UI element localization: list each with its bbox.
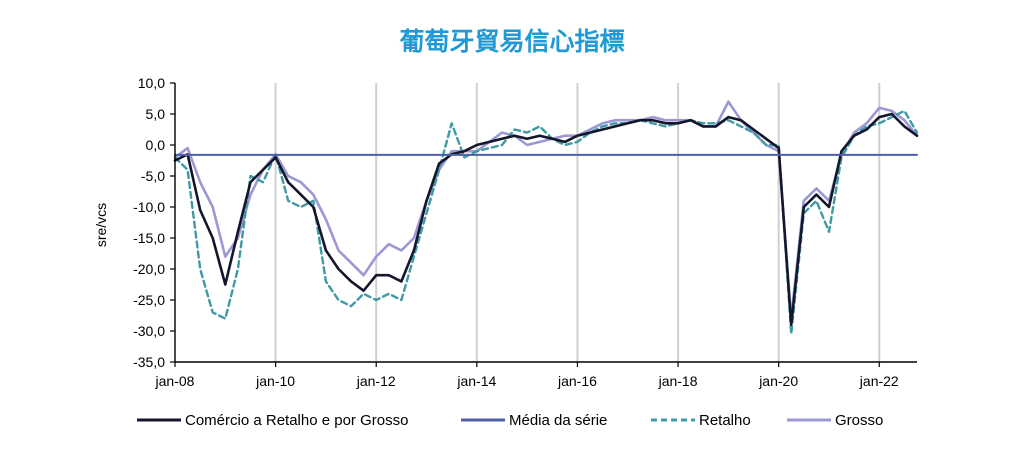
y-tick-label: 5,0 [146, 106, 166, 122]
legend: Comércio a Retalho e por Grosso Média da … [137, 412, 883, 429]
x-tick-label: jan-20 [758, 373, 798, 389]
series-line-retalho [173, 109, 919, 336]
y-tick-label: -10,0 [133, 199, 165, 215]
y-tick-label: -25,0 [133, 292, 165, 308]
series-line-com-rcio-a-retalho-e-por-grosso [173, 112, 919, 327]
y-tick-label: -20,0 [133, 261, 165, 277]
y-tick-label: 0,0 [146, 137, 166, 153]
y-tick-label: 10,0 [138, 75, 165, 91]
x-tick-label: jan-22 [859, 373, 899, 389]
y-tick-label: -35,0 [133, 354, 165, 370]
x-tick-label: jan-16 [557, 373, 597, 389]
axis-layer: 10,0 5,0 0,0 -5,0 -10,0 -15,0 -20,0 -25,0 -30,0 -… [133, 75, 917, 389]
y-tick-label: -30,0 [133, 323, 165, 339]
x-tick-label: jan-12 [356, 373, 396, 389]
y-tick-label: -5,0 [141, 168, 165, 184]
x-tick-label: jan-08 [155, 373, 195, 389]
chart-title: 葡萄牙貿易信心指標 [399, 27, 625, 56]
series-layer [173, 100, 919, 336]
x-tick-label: jan-10 [255, 373, 295, 389]
legend-label: Retalho [699, 412, 751, 429]
grid-layer [274, 83, 881, 362]
legend-label: Média da série [509, 412, 607, 429]
x-tick-label: jan-18 [658, 373, 698, 389]
legend-label: Comércio a Retalho e por Grosso [185, 412, 408, 429]
x-tick-label: jan-14 [456, 373, 496, 389]
legend-label: Grosso [835, 412, 883, 429]
y-tick-label: -15,0 [133, 230, 165, 246]
y-axis-title: sre/vcs [93, 203, 109, 247]
